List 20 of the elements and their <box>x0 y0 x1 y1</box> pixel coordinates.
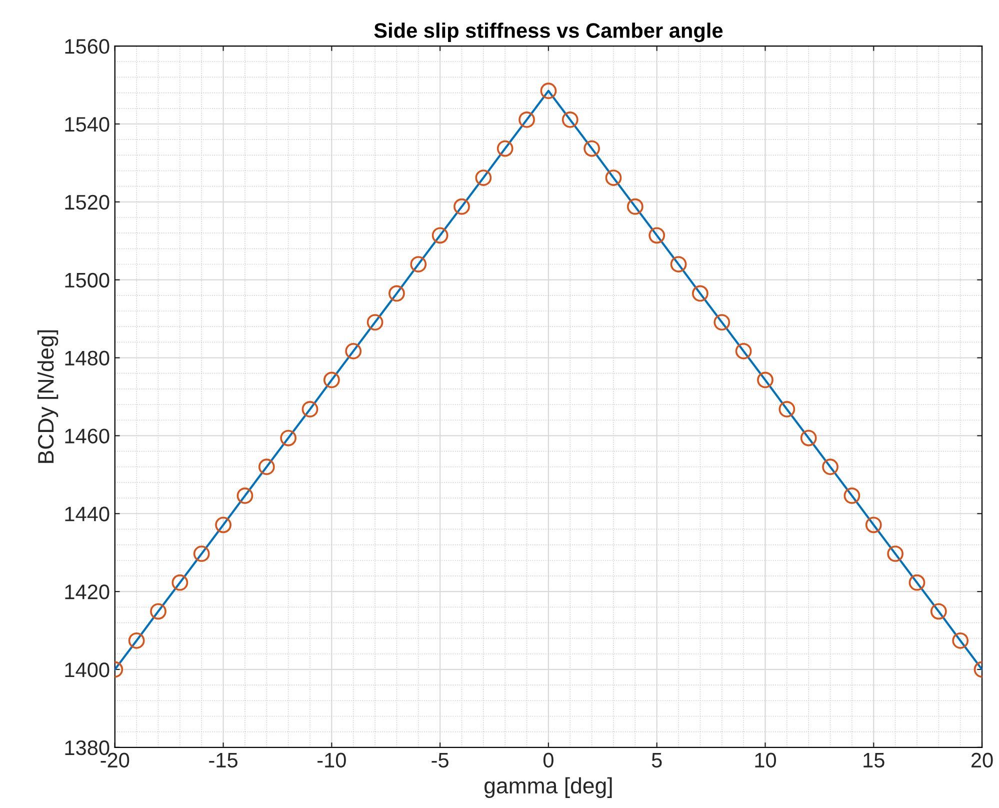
y-tick-label: 1440 <box>65 506 110 522</box>
x-tick-label: 20 <box>971 752 993 768</box>
x-tick-label: 10 <box>755 752 776 768</box>
x-tick-label: 5 <box>652 753 662 768</box>
x-tick-label: -5 <box>432 753 448 768</box>
x-axis-title: gamma [deg] <box>484 777 612 798</box>
y-tick-label: 1540 <box>65 116 110 132</box>
chart-title: Side slip stiffness vs Camber angle <box>374 22 723 42</box>
x-tick-label: 0 <box>543 752 554 768</box>
y-tick-label: 1460 <box>65 428 110 444</box>
y-tick-label: 1400 <box>65 662 110 678</box>
y-axis-title: BCDy [N/deg] <box>37 330 58 463</box>
y-tick-label: 1480 <box>65 350 110 366</box>
x-tick-label: 15 <box>864 753 884 768</box>
y-tick-label: 1500 <box>65 272 110 288</box>
y-tick-label: 1520 <box>65 194 110 210</box>
y-tick-label: 1420 <box>65 584 110 600</box>
y-tick-label: 1560 <box>65 39 110 54</box>
x-tick-label: -10 <box>318 752 346 768</box>
x-tick-label: -15 <box>209 753 238 768</box>
